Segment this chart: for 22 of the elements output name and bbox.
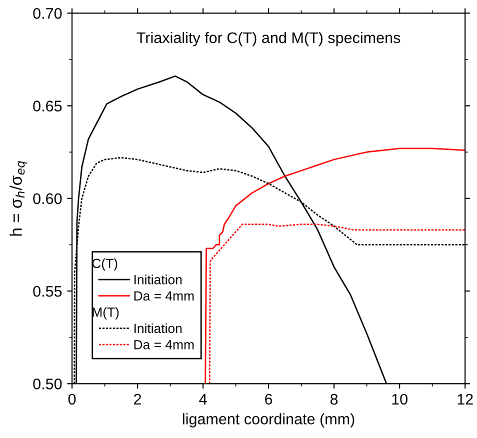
x-tick-label: 8 [330,394,338,405]
x-tick-label: 4 [199,394,207,404]
y-tick-label: 0.70 [33,8,62,19]
x-tick-label: 2 [134,394,142,404]
line-series [204,148,466,384]
x-tick-label: 6 [265,394,272,405]
line-series [208,224,466,384]
x-tick-label: 10 [392,394,408,405]
x-tick-label: 0 [68,394,76,405]
x-axis-title: ligament coordinate (mm) [182,413,354,428]
y-tick-label: 0.65 [33,100,62,112]
text: Triaxiality for C(T) and M(T) specimens [136,32,400,46]
legend-label: Initiation [134,274,182,284]
y-tick-label: 0.55 [33,286,62,297]
y-tick-label: 0.60 [33,193,62,204]
legend-label: Da = 4mm [134,340,194,350]
x-tick-label: 12 [458,394,473,404]
annotation: C(T) [92,258,118,271]
legend-label: Initiation [134,323,182,334]
legend-label: Da = 4mm [134,291,194,301]
y-tick-label: 0.50 [33,378,62,390]
y-axis-title: h = σ$_{h}$/σ$_{eq}$ [10,161,27,236]
